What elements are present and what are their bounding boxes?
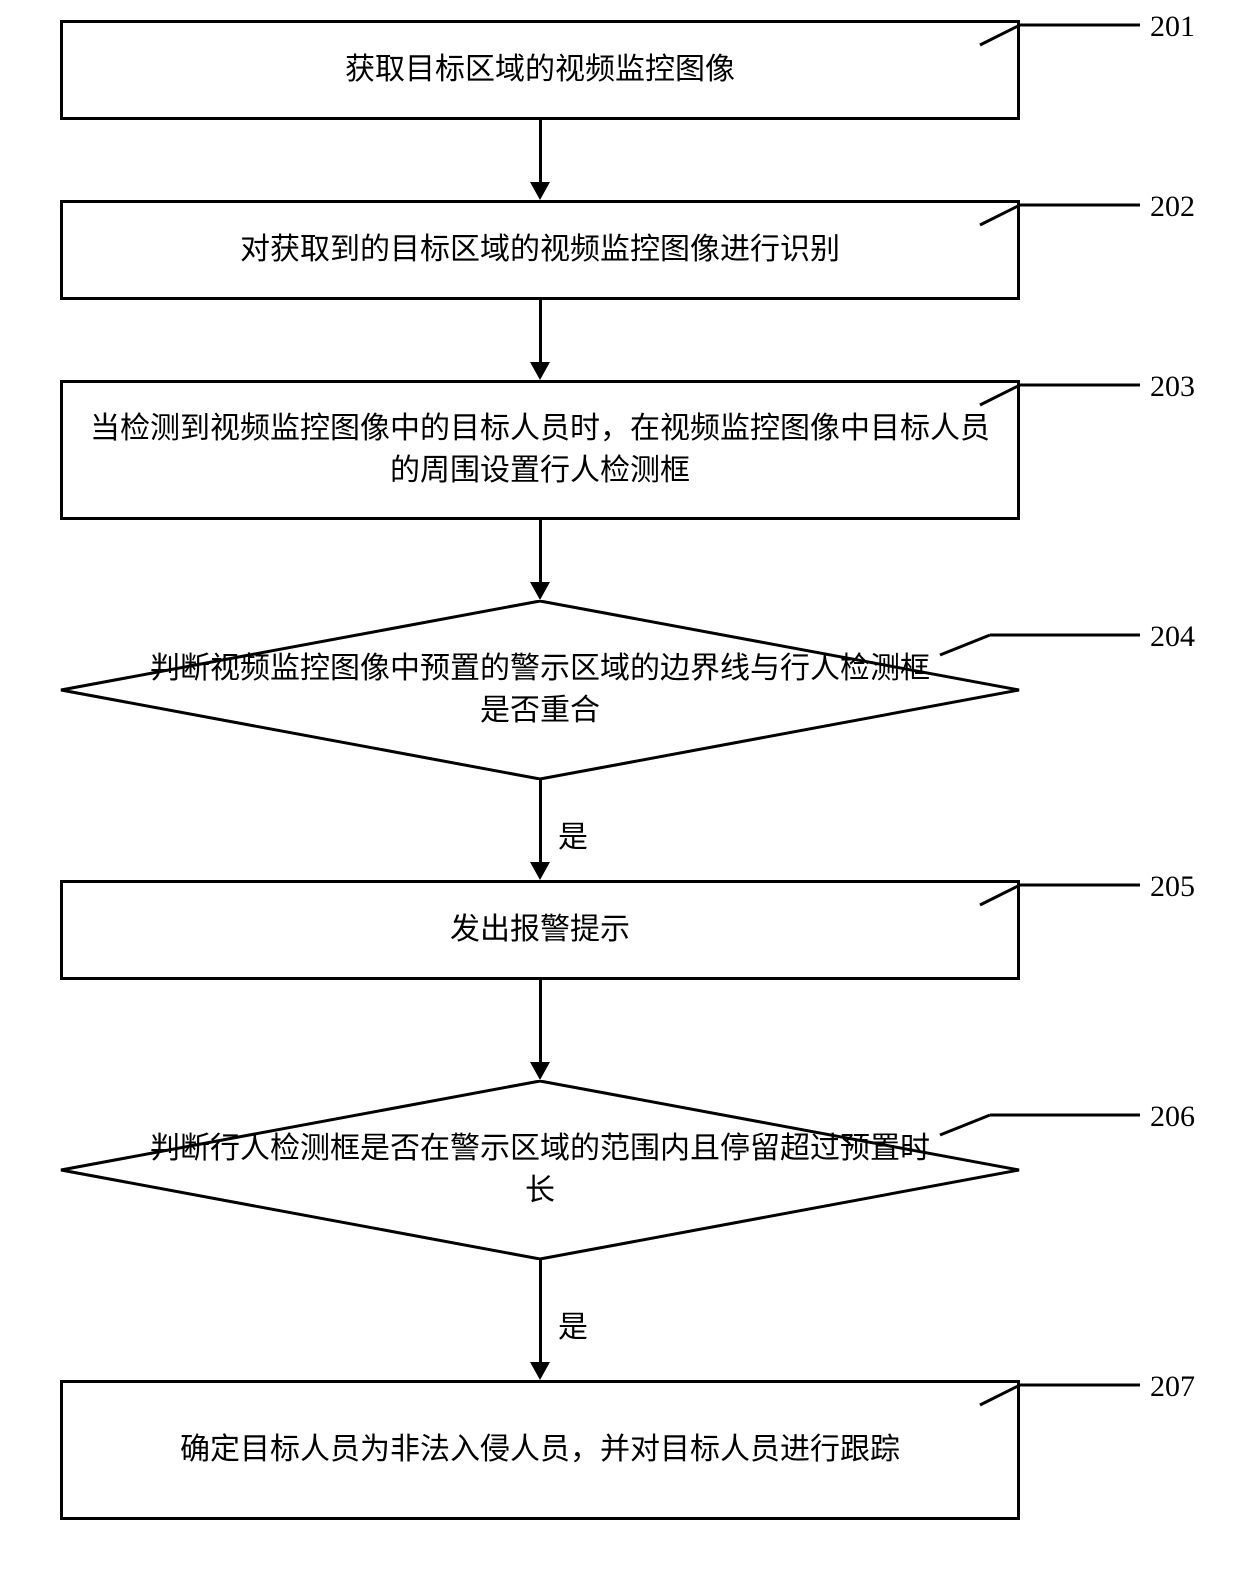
flow-edge xyxy=(539,520,542,584)
flow-edge xyxy=(539,780,542,864)
leader-line xyxy=(938,1113,1142,1137)
flow-node-n203: 当检测到视频监控图像中的目标人员时，在视频监控图像中目标人员的周围设置行人检测框 xyxy=(60,380,1020,520)
leader-line xyxy=(978,23,1142,47)
leader-line xyxy=(978,883,1142,907)
flow-node-text: 判断视频监控图像中预置的警示区域的边界线与行人检测框是否重合 xyxy=(150,648,930,732)
flow-node-text: 确定目标人员为非法入侵人员，并对目标人员进行跟踪 xyxy=(180,1429,900,1471)
flow-node-text: 对获取到的目标区域的视频监控图像进行识别 xyxy=(240,229,840,271)
flow-edge xyxy=(539,1260,542,1364)
leader-line xyxy=(978,1383,1142,1407)
arrow-head-icon xyxy=(530,862,550,880)
step-number-label: 207 xyxy=(1150,1370,1195,1404)
arrow-head-icon xyxy=(530,362,550,380)
flowchart-canvas: 获取目标区域的视频监控图像对获取到的目标区域的视频监控图像进行识别当检测到视频监… xyxy=(0,0,1240,1571)
step-number-label: 205 xyxy=(1150,870,1195,904)
arrow-head-icon xyxy=(530,582,550,600)
arrow-head-icon xyxy=(530,1362,550,1380)
flow-edge xyxy=(539,300,542,364)
step-number-label: 203 xyxy=(1150,370,1195,404)
flow-node-text: 当检测到视频监控图像中的目标人员时，在视频监控图像中目标人员的周围设置行人检测框 xyxy=(83,408,997,492)
arrow-head-icon xyxy=(530,182,550,200)
flow-edge xyxy=(539,120,542,184)
leader-line xyxy=(978,203,1142,227)
step-number-label: 201 xyxy=(1150,10,1195,44)
flow-edge-label: 是 xyxy=(558,1302,588,1346)
flow-node-n202: 对获取到的目标区域的视频监控图像进行识别 xyxy=(60,200,1020,300)
flow-node-text: 发出报警提示 xyxy=(450,909,630,951)
flow-edge-label: 是 xyxy=(558,812,588,856)
flow-node-n206: 判断行人检测框是否在警示区域的范围内且停留超过预置时长 xyxy=(60,1080,1020,1260)
step-number-label: 204 xyxy=(1150,620,1195,654)
flow-node-n201: 获取目标区域的视频监控图像 xyxy=(60,20,1020,120)
flow-node-n205: 发出报警提示 xyxy=(60,880,1020,980)
flow-node-text: 获取目标区域的视频监控图像 xyxy=(345,49,735,91)
flow-node-text: 判断行人检测框是否在警示区域的范围内且停留超过预置时长 xyxy=(150,1128,930,1212)
leader-line xyxy=(938,633,1142,657)
step-number-label: 202 xyxy=(1150,190,1195,224)
leader-line xyxy=(978,383,1142,407)
step-number-label: 206 xyxy=(1150,1100,1195,1134)
flow-edge xyxy=(539,980,542,1064)
arrow-head-icon xyxy=(530,1062,550,1080)
flow-node-n204: 判断视频监控图像中预置的警示区域的边界线与行人检测框是否重合 xyxy=(60,600,1020,780)
flow-node-n207: 确定目标人员为非法入侵人员，并对目标人员进行跟踪 xyxy=(60,1380,1020,1520)
